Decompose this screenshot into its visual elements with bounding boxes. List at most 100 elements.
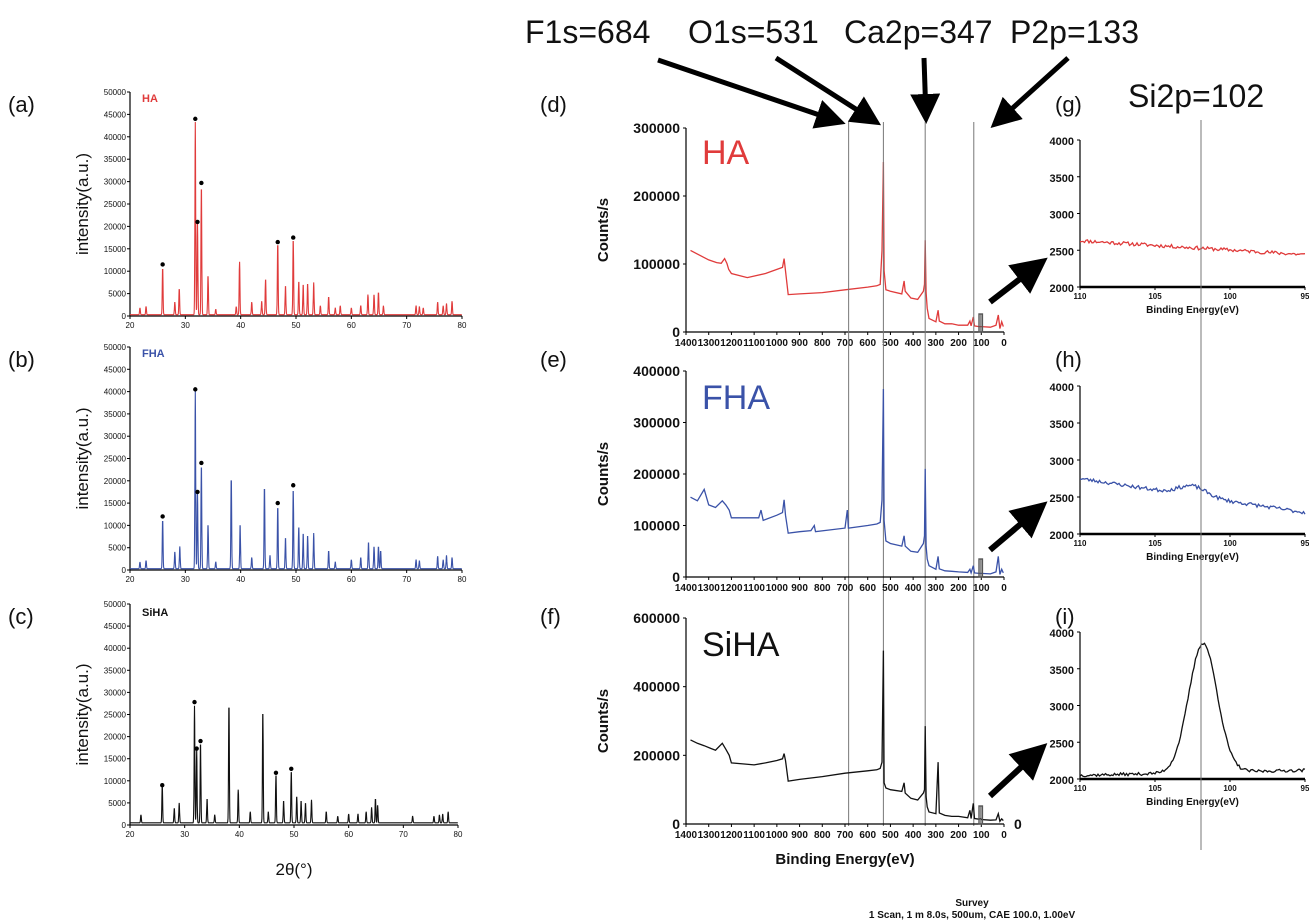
y-tick-label: 0	[672, 324, 680, 340]
x-tick-label: 700	[837, 338, 854, 349]
y-tick-label: 4000	[1050, 628, 1074, 640]
x-tick-label: 100	[973, 583, 990, 594]
peak-marker	[160, 783, 165, 788]
data-line-ha	[690, 161, 1004, 329]
x-tick-label: 0	[1001, 830, 1007, 841]
data-line-siha	[130, 705, 458, 824]
y-tick-label: 0	[122, 821, 127, 830]
zoom-arrows	[987, 257, 1048, 799]
axis-zero-label: 0	[1014, 816, 1022, 832]
x-tick-label: 40	[236, 575, 245, 584]
y-tick-label: 25000	[104, 711, 127, 720]
x-tick-label: 50	[292, 321, 301, 330]
x-tick-label: 105	[1148, 784, 1162, 793]
y-tick-label: 0	[672, 569, 680, 585]
x-tick-label: 600	[859, 830, 876, 841]
peak-marker	[275, 500, 280, 506]
x-tick-label: 900	[791, 338, 808, 349]
y-tick-label: 100000	[633, 256, 680, 272]
x-tick-label: 1000	[766, 830, 789, 841]
x-tick-label: 95	[1301, 292, 1309, 301]
x-tick-label: 100	[973, 338, 990, 349]
x-tick-label: 200	[950, 338, 967, 349]
x-tick-label: 30	[181, 575, 190, 584]
y-tick-label: 10000	[104, 521, 127, 530]
x-tick-label: 200	[950, 830, 967, 841]
y-tick-label: 400000	[633, 679, 680, 695]
y-tick-label: 45000	[104, 110, 127, 119]
peak-label-si2p: Si2p=102	[1128, 78, 1264, 114]
x-tick-label: 700	[837, 583, 854, 594]
x-tick-label: 105	[1148, 292, 1162, 301]
y-tick-label: 100000	[633, 518, 680, 534]
x-tick-label: 70	[399, 830, 408, 839]
y-tick-label: 200000	[633, 188, 680, 204]
peak-marker	[193, 387, 198, 392]
y-axis-title: Counts/s	[595, 198, 612, 262]
y-tick-label: 600000	[633, 610, 680, 626]
x-tick-label: 200	[950, 583, 967, 594]
y-tick-label: 40000	[104, 644, 127, 653]
x-tick-label: 80	[458, 321, 467, 330]
sample-label: FHA	[702, 379, 770, 417]
data-line-fha	[690, 388, 1004, 576]
y-tick-label: 3000	[1050, 210, 1074, 222]
y-tick-label: 300000	[633, 120, 680, 136]
x-tick-label: 1200	[720, 830, 743, 841]
y-axis-title: Counts/s	[595, 442, 612, 506]
y-tick-label: 5000	[108, 290, 126, 299]
y-tick-label: 35000	[104, 410, 127, 419]
y-tick-label: 35000	[104, 155, 127, 164]
y-tick-label: 40000	[104, 388, 127, 397]
survey-title: Survey	[955, 898, 989, 909]
peak-marker	[199, 460, 204, 466]
x-tick-label: 70	[402, 575, 411, 584]
x-tick-label: 1300	[698, 583, 721, 594]
x-axis-title: 2θ(°)	[275, 860, 312, 879]
panel-b: (b) 0 5000 10000 15000 20000 25000 30000 35000 40…	[8, 343, 467, 584]
x-tick-label: 100	[1223, 292, 1237, 301]
y-tick-label: 5000	[108, 544, 126, 553]
x-tick-label: 50	[290, 830, 299, 839]
arrow-f1s	[657, 57, 846, 129]
x-axis-title: Binding Energy(eV)	[775, 851, 914, 868]
x-axis-title: Binding Energy(eV)	[1146, 797, 1239, 808]
x-tick-label: 800	[814, 338, 831, 349]
y-tick-label: 3500	[1050, 419, 1074, 431]
x-tick-label: 60	[347, 575, 356, 584]
x-tick-label: 60	[347, 321, 356, 330]
x-tick-label: 400	[905, 338, 922, 349]
x-tick-label: 400	[905, 830, 922, 841]
arrow-o1s	[774, 55, 882, 126]
y-tick-label: 2500	[1050, 493, 1074, 505]
sample-label: HA	[142, 93, 158, 105]
x-tick-label: 700	[837, 830, 854, 841]
panel-label: (b)	[8, 347, 35, 372]
x-tick-label: 600	[859, 338, 876, 349]
y-tick-label: 3500	[1050, 665, 1074, 677]
zoom-arrow-i	[987, 743, 1048, 799]
x-tick-label: 500	[882, 338, 899, 349]
peak-marker	[195, 219, 200, 225]
survey-info: 1 Scan, 1 m 8.0s, 500um, CAE 100.0, 1.00…	[869, 910, 1076, 921]
x-tick-label: 40	[236, 321, 245, 330]
y-tick-label: 400000	[633, 363, 680, 379]
y-tick-label: 0	[122, 566, 127, 575]
x-tick-label: 50	[292, 575, 301, 584]
x-tick-label: 500	[882, 830, 899, 841]
x-tick-label: 800	[814, 583, 831, 594]
y-tick-label: 2000	[1050, 775, 1074, 787]
x-tick-label: 1000	[766, 338, 789, 349]
peak-marker	[289, 766, 294, 772]
y-tick-label: 2500	[1050, 738, 1074, 750]
y-axis-title: intensity(a.u.)	[73, 407, 92, 509]
zoom-arrow-g	[988, 257, 1048, 305]
y-tick-label: 50000	[104, 343, 127, 352]
y-tick-label: 15000	[104, 245, 127, 254]
x-tick-label: 1300	[698, 830, 721, 841]
y-tick-label: 10000	[104, 267, 127, 276]
y-tick-label: 45000	[104, 622, 127, 631]
x-tick-label: 95	[1301, 784, 1309, 793]
